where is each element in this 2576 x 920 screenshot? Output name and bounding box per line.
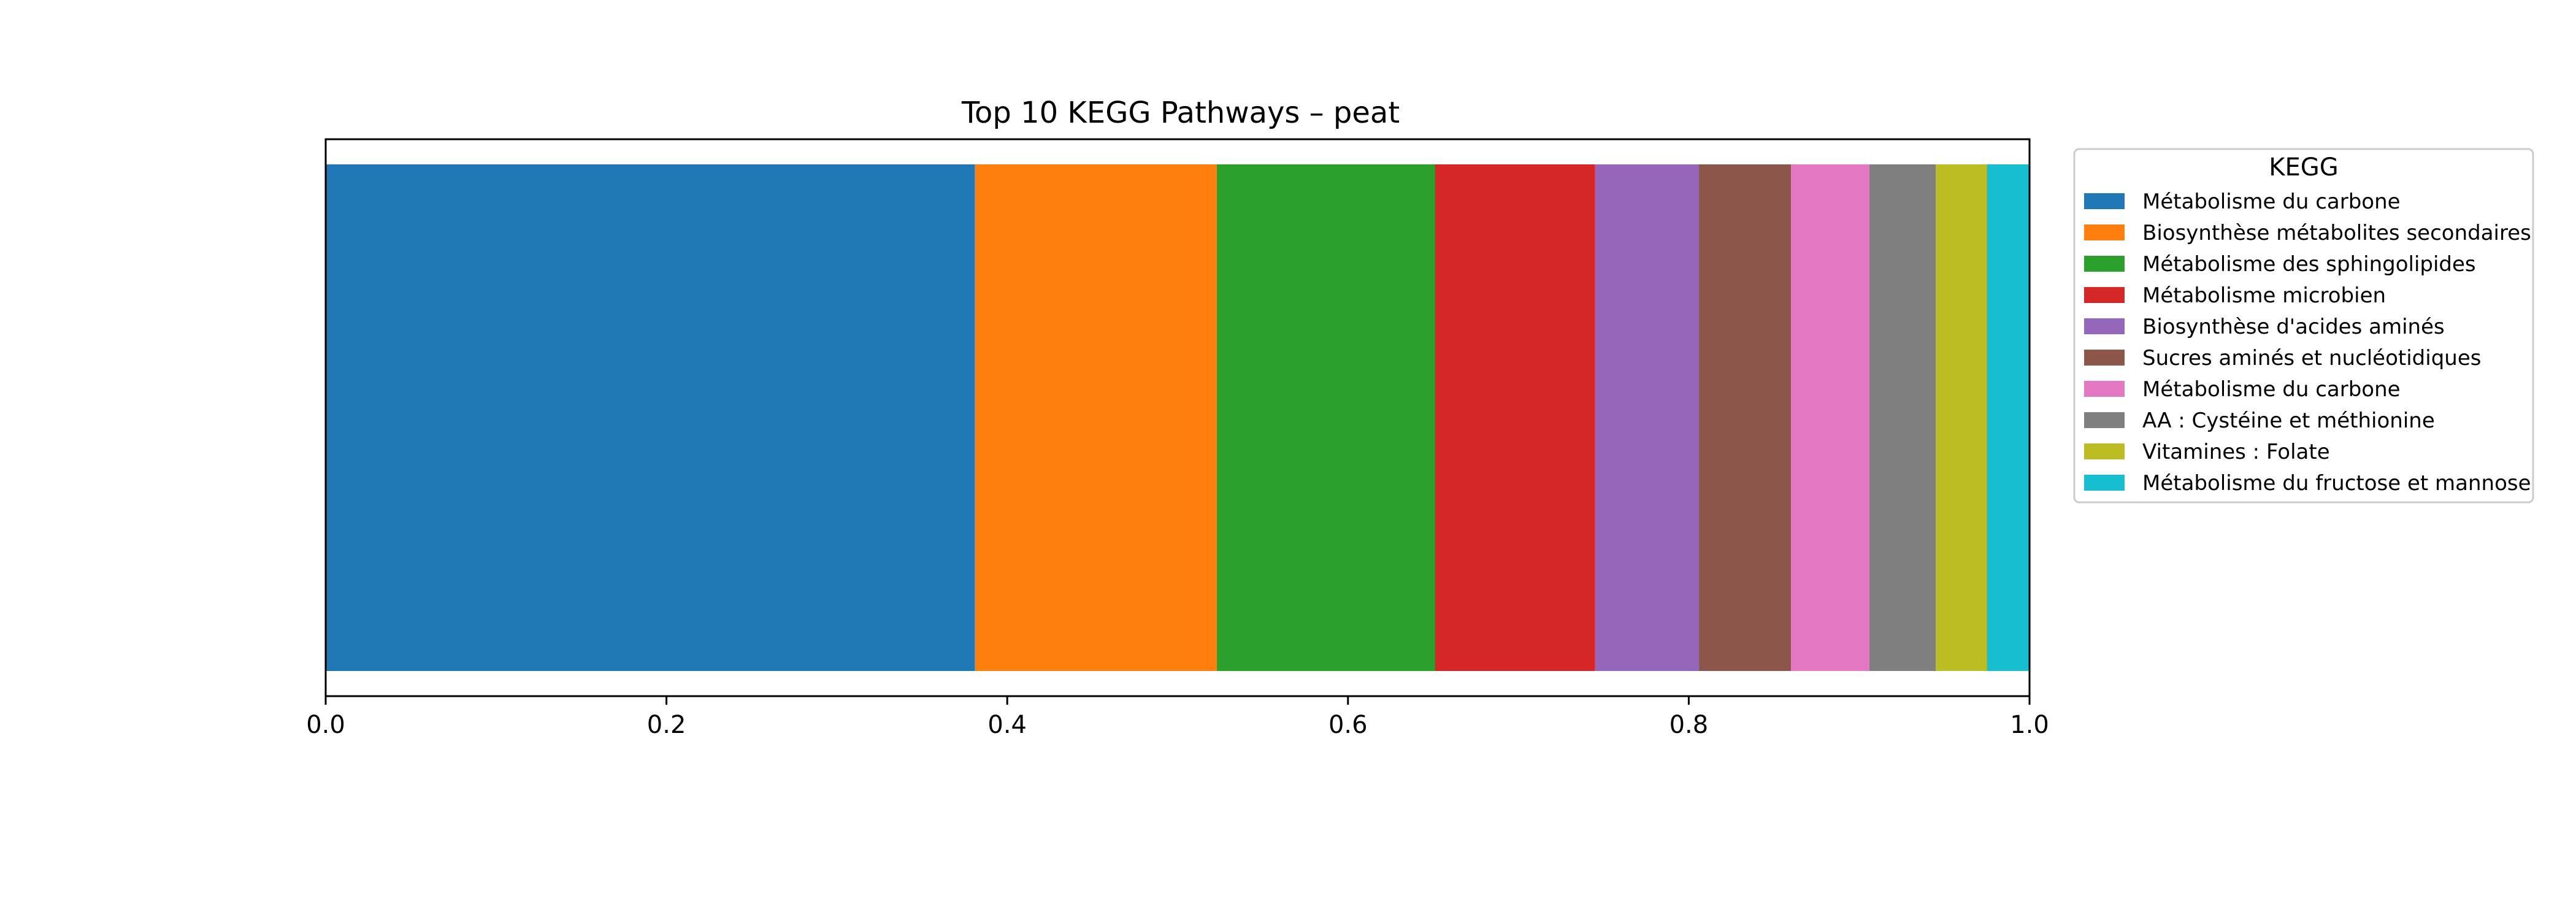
x-tick-label-1: 0.2 [647, 711, 686, 739]
legend-swatch-1 [2084, 193, 2125, 209]
legend-label-8: AA : Cystéine et méthionine [2142, 408, 2435, 433]
legend-swatch-10 [2084, 475, 2125, 491]
legend-swatch-6 [2084, 350, 2125, 366]
x-axis: 0.0 0.2 0.4 0.6 0.8 1.0 [306, 696, 2049, 739]
legend-label-5: Biosynthèse d'acides aminés [2142, 315, 2445, 339]
chart-title: Top 10 KEGG Pathways – peat [961, 96, 1400, 130]
bar-segment-7 [1791, 164, 1869, 671]
legend-swatch-2 [2084, 224, 2125, 240]
bar-segment-1 [326, 164, 975, 671]
bar-segment-5 [1595, 164, 1700, 671]
x-tick-label-0: 0.0 [306, 711, 345, 739]
bar-segment-3 [1216, 164, 1435, 671]
legend-label-7: Métabolisme du carbone [2142, 377, 2401, 402]
bar-segment-10 [1987, 164, 2030, 671]
x-tick-label-3: 0.6 [1328, 711, 1368, 739]
legend-label-9: Vitamines : Folate [2142, 440, 2330, 464]
bar-segments [326, 164, 2030, 671]
x-tick-label-4: 0.8 [1669, 711, 1709, 739]
legend-label-3: Métabolisme des sphingolipides [2142, 252, 2476, 277]
x-tick-label-5: 1.0 [2010, 711, 2049, 739]
legend-label-4: Métabolisme microbien [2142, 283, 2386, 308]
plot-frame [324, 138, 2031, 697]
legend-label-2: Biosynthèse métabolites secondaires [2142, 221, 2531, 245]
legend-swatch-3 [2084, 256, 2125, 272]
legend-swatch-7 [2084, 381, 2125, 397]
legend-frame [2073, 148, 2534, 504]
bar-segment-4 [1435, 164, 1595, 671]
legend-title: KEGG [2269, 153, 2339, 182]
legend-swatch-9 [2084, 443, 2125, 459]
bar-segment-6 [1699, 164, 1792, 671]
legend-label-10: Métabolisme du fructose et mannose [2142, 471, 2531, 496]
legend-label-1: Métabolisme du carbone [2142, 190, 2401, 214]
legend-label-6: Sucres aminés et nucléotidiques [2142, 346, 2481, 370]
legend-swatch-8 [2084, 412, 2125, 428]
legend-swatch-4 [2084, 287, 2125, 303]
x-tick-label-2: 0.4 [987, 711, 1027, 739]
legend-items: Métabolisme du carbone Biosynthèse métabo… [2084, 190, 2531, 496]
bar-segment-8 [1869, 164, 1936, 671]
bar-segment-2 [975, 164, 1217, 671]
bar-segment-9 [1936, 164, 1987, 671]
legend: KEGG Métabolisme du carbone Biosynthèse m… [2073, 148, 2534, 504]
legend-swatch-5 [2084, 318, 2125, 334]
